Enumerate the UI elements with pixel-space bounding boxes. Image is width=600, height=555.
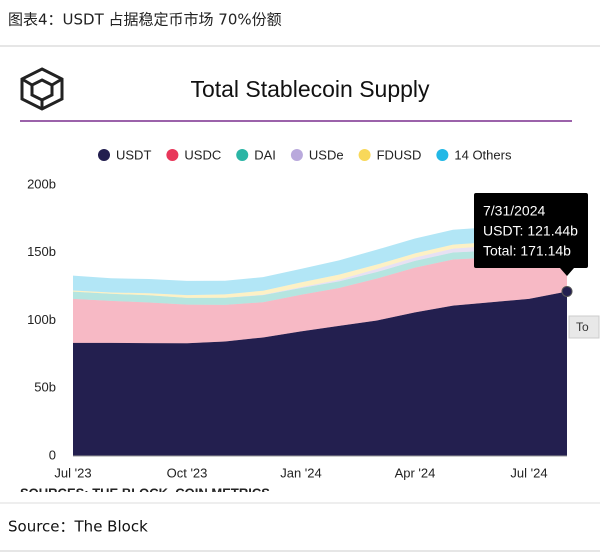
tooltip-next	[568, 315, 600, 339]
legend-swatch	[358, 149, 371, 161]
tooltip-next-text: To	[576, 320, 589, 334]
x-tick-label: Jan '24	[280, 465, 322, 480]
legend-label: FDUSD	[377, 147, 422, 162]
tooltip-box	[474, 193, 588, 268]
legend-swatch	[98, 149, 110, 161]
y-tick-label: 50b	[34, 380, 56, 395]
chart-title: Total Stablecoin Supply	[190, 76, 430, 102]
tooltip-text: 7/31/2024	[483, 203, 545, 219]
area	[73, 237, 567, 298]
legend-label: USDC	[184, 147, 221, 162]
tooltip-pointer	[560, 268, 574, 276]
tooltip-text: Total: 171.14b	[483, 243, 571, 259]
area	[73, 241, 567, 305]
y-tick-label: 0	[49, 447, 56, 462]
y-tick-label: 200b	[27, 176, 56, 191]
footer: Source：The Block	[8, 518, 148, 536]
tooltip-text: USDT: 121.44b	[483, 223, 578, 239]
x-tick-label: Oct '23	[167, 465, 208, 480]
legend-swatch	[436, 149, 449, 161]
hover-dot	[561, 285, 573, 297]
y-tick-label: 100b	[27, 312, 56, 327]
x-tick-label: Apr '24	[395, 465, 436, 480]
legend-label: DAI	[254, 147, 276, 162]
logo	[20, 67, 64, 111]
legend-swatch	[236, 149, 249, 161]
legend-swatch	[290, 149, 303, 161]
legend-label: 14 Others	[454, 147, 512, 162]
legend: USDT USDC DAI USDe FDUSD 14 Others	[98, 147, 512, 162]
header: 图表4：USDT 占据稳定币市场 70%份额	[8, 11, 282, 29]
area	[73, 224, 567, 296]
legend-label: USDe	[309, 147, 344, 162]
y-tick-label: 150b	[27, 244, 56, 259]
x-tick-label: Jul '24	[510, 465, 547, 480]
area	[73, 291, 567, 456]
legend-swatch	[166, 149, 179, 161]
legend-label: USDT	[116, 147, 151, 162]
plot: 0 50b 100b 150b 200b Jul '23 Oct '23 Jan '24 Apr…	[27, 176, 600, 480]
area	[73, 248, 567, 344]
source-note: SOURCES: THE BLOCK, COIN METRICS	[20, 485, 270, 500]
x-tick-label: Jul '23	[54, 465, 91, 480]
